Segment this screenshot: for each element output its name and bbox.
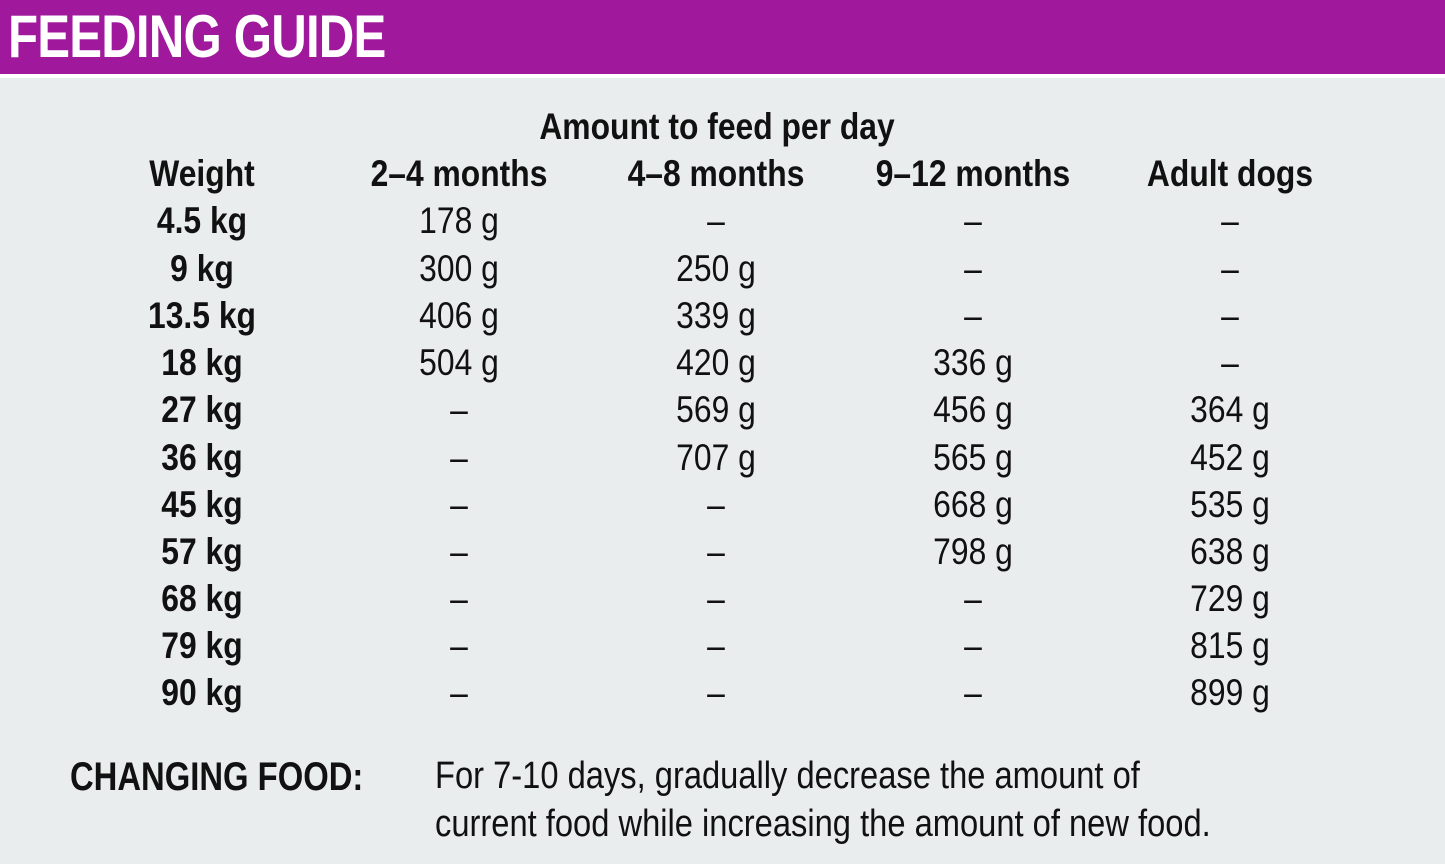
table-row: 45 kg – – 668 g 535 g: [0, 481, 1445, 528]
column-header-2-4-months: 2–4 months: [370, 153, 548, 194]
amount-cell: 565 g: [933, 437, 1013, 478]
column-header-weight: Weight: [149, 153, 255, 194]
amount-cell: –: [964, 295, 982, 336]
amount-cell: 535 g: [1190, 484, 1270, 525]
amount-cell: –: [964, 248, 982, 289]
amount-cell: 569 g: [676, 389, 756, 430]
page-title: FEEDING GUIDE: [8, 3, 386, 70]
table-row: 9 kg 300 g 250 g – –: [0, 245, 1445, 292]
amount-cell: 729 g: [1190, 578, 1270, 619]
amount-cell: 364 g: [1190, 389, 1270, 430]
weight-cell: 79 kg: [161, 625, 243, 666]
amount-cell: –: [1221, 248, 1239, 289]
table-row: 18 kg 504 g 420 g 336 g –: [0, 339, 1445, 386]
table-row: 36 kg – 707 g 565 g 452 g: [0, 434, 1445, 481]
amount-cell: –: [450, 672, 468, 713]
weight-cell: 57 kg: [161, 531, 243, 572]
table-super-header: Amount to feed per day: [539, 106, 895, 147]
amount-cell: –: [450, 625, 468, 666]
weight-cell: 36 kg: [161, 437, 243, 478]
amount-cell: 899 g: [1190, 672, 1270, 713]
amount-cell: –: [707, 531, 725, 572]
amount-cell: 798 g: [933, 531, 1013, 572]
amount-cell: –: [707, 578, 725, 619]
table-row: 27 kg – 569 g 456 g 364 g: [0, 386, 1445, 433]
amount-cell: 339 g: [676, 295, 756, 336]
weight-cell: 45 kg: [161, 484, 243, 525]
weight-cell: 90 kg: [161, 672, 243, 713]
amount-cell: –: [964, 200, 982, 241]
weight-cell: 9 kg: [170, 248, 234, 289]
amount-cell: –: [1221, 342, 1239, 383]
table-row: 4.5 kg 178 g – – –: [0, 197, 1445, 244]
table-header-row: Weight 2–4 months 4–8 months 9–12 months…: [0, 150, 1445, 197]
amount-cell: –: [450, 437, 468, 478]
column-header-4-8-months: 4–8 months: [627, 153, 805, 194]
amount-cell: 300 g: [419, 248, 499, 289]
amount-cell: –: [707, 484, 725, 525]
header-bar: FEEDING GUIDE: [0, 0, 1445, 78]
table-row: 90 kg – – – 899 g: [0, 669, 1445, 716]
amount-cell: –: [964, 625, 982, 666]
amount-cell: 178 g: [419, 200, 499, 241]
table-row: 68 kg – – – 729 g: [0, 575, 1445, 622]
amount-cell: –: [450, 578, 468, 619]
weight-cell: 13.5 kg: [148, 295, 256, 336]
amount-cell: 406 g: [419, 295, 499, 336]
table-row: 79 kg – – – 815 g: [0, 622, 1445, 669]
amount-cell: –: [1221, 200, 1239, 241]
amount-cell: –: [707, 672, 725, 713]
amount-cell: –: [1221, 295, 1239, 336]
amount-cell: –: [964, 672, 982, 713]
weight-cell: 27 kg: [161, 389, 243, 430]
changing-food-line: For 7-10 days, gradually decrease the am…: [435, 755, 1140, 797]
amount-cell: 707 g: [676, 437, 756, 478]
weight-cell: 18 kg: [161, 342, 243, 383]
column-header-9-12-months: 9–12 months: [875, 153, 1071, 194]
amount-cell: –: [707, 625, 725, 666]
amount-cell: 420 g: [676, 342, 756, 383]
amount-cell: 815 g: [1190, 625, 1270, 666]
amount-cell: –: [450, 531, 468, 572]
amount-cell: 336 g: [933, 342, 1013, 383]
amount-cell: –: [964, 578, 982, 619]
changing-food-label: CHANGING FOOD:: [70, 755, 364, 799]
amount-cell: –: [450, 484, 468, 525]
weight-cell: 68 kg: [161, 578, 243, 619]
amount-cell: 504 g: [419, 342, 499, 383]
changing-food-text: For 7-10 days, gradually decrease the am…: [435, 752, 1398, 848]
changing-food-line: current food while increasing the amount…: [435, 803, 1211, 845]
amount-cell: –: [707, 200, 725, 241]
amount-cell: 250 g: [676, 248, 756, 289]
table-row: 13.5 kg 406 g 339 g – –: [0, 292, 1445, 339]
table-row: 57 kg – – 798 g 638 g: [0, 528, 1445, 575]
column-header-adult-dogs: Adult dogs: [1146, 153, 1314, 194]
amount-cell: 668 g: [933, 484, 1013, 525]
amount-cell: 638 g: [1190, 531, 1270, 572]
amount-cell: –: [450, 389, 468, 430]
amount-cell: 456 g: [933, 389, 1013, 430]
weight-cell: 4.5 kg: [156, 200, 248, 241]
amount-cell: 452 g: [1190, 437, 1270, 478]
